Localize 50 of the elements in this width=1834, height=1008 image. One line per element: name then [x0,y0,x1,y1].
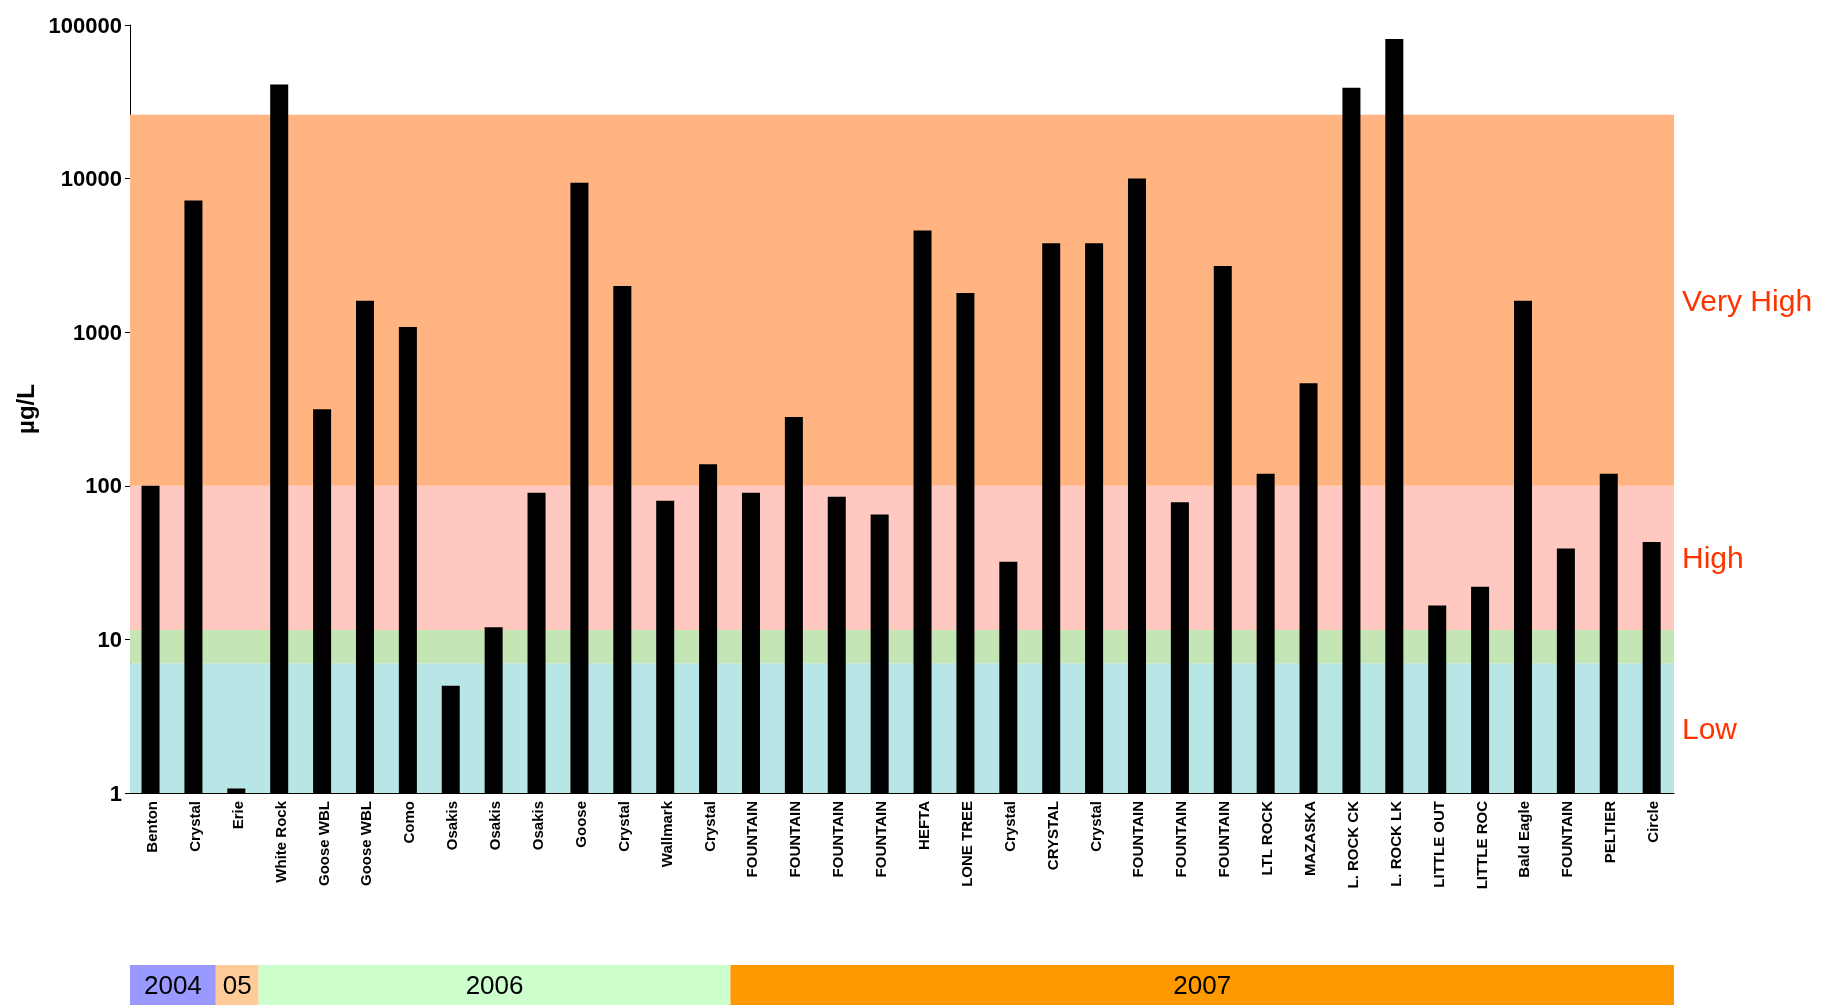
x-tick-label: Goose [571,801,589,848]
text: 2004 [143,970,202,1000]
x-tick-label: L. ROCK LK [1386,800,1404,887]
x-tick-label: Erie [228,801,246,830]
x-tick-label: LTL ROCK [1258,800,1276,876]
x-tick-label: Bald Eagle [1515,801,1533,878]
x-tick-label: Crystal [185,801,203,852]
x-tick-label: Osakis [528,801,546,851]
x-tick-label: Osakis [486,801,504,851]
x-tick-label: LITTLE OUT [1429,801,1447,888]
y-tick-label: 10 [97,626,122,652]
y-tick-label: 10000 [60,166,122,192]
y-tick-label: 1000 [73,319,122,345]
x-tick-label: LITTLE ROC [1472,800,1490,890]
x-tick-label: PELTIER [1601,800,1619,864]
text: 2006 [465,970,524,1000]
band-label: High [1682,541,1744,575]
x-tick-label: FOUNTAIN [786,801,804,878]
x-tick-label: FOUNTAIN [829,801,847,878]
x-tick-label: Osakis [443,801,461,851]
x-tick-label: FOUNTAIN [872,801,890,878]
x-tick-label: Crystal [700,801,718,852]
x-tick-label: FOUNTAIN [743,801,761,878]
x-tick-label: FOUNTAIN [1215,801,1233,878]
x-tick-label: CRYSTAL [1043,801,1061,871]
x-tick-label: MAZASKA [1300,800,1318,876]
x-tick-label: Como [400,801,418,844]
x-tick-label: HEFTA [914,800,932,850]
text: 2007 [1173,970,1232,1000]
x-tick-label: Circle [1644,801,1662,843]
text: 05 [222,970,252,1000]
band-label: Very High [1682,283,1813,317]
x-tick-label: L. ROCK CK [1343,800,1361,889]
x-tick-label: Wallmark [657,800,675,868]
x-tick-label: FOUNTAIN [1558,801,1576,878]
x-tick-label: Crystal [1086,801,1104,852]
x-tick-label: White Rock [271,800,289,883]
x-tick-label: FOUNTAIN [1129,801,1147,878]
y-tick-label: 100 [85,473,122,499]
y-axis-title: µg/L [12,384,40,434]
band-label: Low [1682,711,1738,745]
x-tick-label: Crystal [1000,801,1018,852]
x-tick-label: FOUNTAIN [1172,801,1190,878]
x-tick-label: Goose WBL [357,801,375,886]
y-tick-label: 1 [109,780,122,806]
x-tick-label: Goose WBL [314,801,332,886]
y-tick-label: 100000 [48,12,122,38]
x-tick-label: LONE TREE [957,801,975,887]
x-tick-label: Crystal [614,801,632,852]
x-tick-label: Benton [142,801,160,853]
